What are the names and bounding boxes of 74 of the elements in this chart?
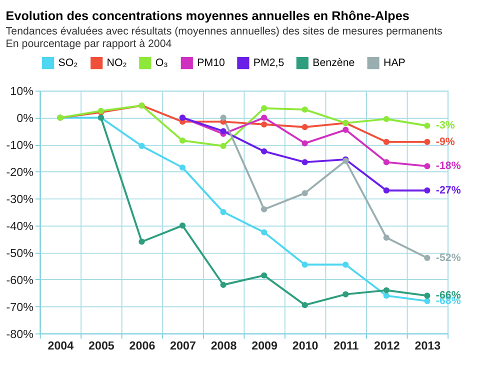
point [138, 238, 145, 245]
point [220, 128, 226, 134]
legend-label: Benzène [312, 56, 355, 69]
data-label: -9% [436, 136, 456, 148]
point [383, 234, 390, 241]
y-tick-label: -10% [6, 139, 34, 152]
point [261, 148, 268, 154]
x-tick-label: 2009 [252, 339, 278, 352]
y-tick-label: -30% [6, 192, 34, 206]
y-tick-label: -40% [6, 220, 34, 233]
y-tick-label: -70% [6, 300, 34, 314]
point [424, 187, 430, 194]
point [261, 229, 268, 236]
chart-title: Evolution des concentrations moyennes annuelles en Rhône-Alpes [6, 8, 410, 23]
legend-label: NO₂ [106, 56, 127, 69]
point [424, 122, 430, 129]
point [261, 272, 268, 278]
point [179, 138, 186, 144]
point [424, 163, 430, 170]
point [424, 298, 430, 304]
x-tick-label: 2004 [48, 339, 74, 352]
y-tick-label: -60% [6, 274, 34, 287]
legend-label: SO₂ [58, 56, 78, 69]
chart-subtitle: Tendances évaluées avec résultats (moyennes annuelles) des sites de mesures permanents En pourcentage par rapport à 2004 [6, 25, 442, 50]
x-tick-label: 2007 [170, 339, 196, 352]
y-tick-label: -20% [6, 166, 34, 179]
x-tick-label: 2006 [129, 339, 156, 352]
point [179, 222, 186, 229]
point [220, 208, 226, 216]
legend-label: PM10 [197, 56, 225, 69]
data-label: -27% [436, 184, 462, 196]
point [302, 262, 308, 268]
point [179, 164, 186, 171]
x-tick-label: 2011 [333, 339, 360, 352]
x-tick-label: 2013 [414, 339, 442, 352]
point [342, 262, 349, 268]
point [383, 159, 390, 166]
x-tick-label: 2012 [374, 339, 400, 352]
point [383, 138, 390, 145]
point [261, 121, 268, 128]
point [261, 206, 268, 212]
point [138, 142, 145, 150]
point [302, 302, 308, 308]
point [220, 114, 226, 121]
point [261, 114, 268, 121]
legend-label: O₃ [155, 56, 168, 69]
point [342, 291, 349, 298]
point [220, 142, 226, 150]
x-tick-label: 2008 [210, 339, 238, 352]
point [302, 190, 308, 196]
point [302, 140, 308, 146]
y-tick-label: -50% [6, 246, 34, 260]
y-tick-label: -80% [6, 328, 34, 341]
point [383, 187, 390, 194]
point [424, 292, 430, 299]
point [424, 254, 430, 261]
data-label: -18% [436, 160, 462, 172]
point [383, 292, 390, 299]
point [383, 287, 390, 294]
point [383, 116, 390, 122]
legend-label: PM2,5 [253, 56, 284, 69]
x-tick-label: 2005 [88, 339, 115, 352]
y-tick-label: 10% [10, 85, 34, 98]
point [261, 105, 268, 112]
point [342, 126, 349, 133]
legend-label: HAP [383, 56, 406, 69]
point [424, 138, 430, 145]
x-tick-label: 2010 [292, 339, 318, 352]
point [302, 159, 308, 166]
data-label: -3% [436, 120, 456, 132]
point [220, 282, 226, 288]
y-tick-label: 0% [16, 112, 34, 126]
point [302, 106, 308, 113]
point [302, 124, 308, 130]
